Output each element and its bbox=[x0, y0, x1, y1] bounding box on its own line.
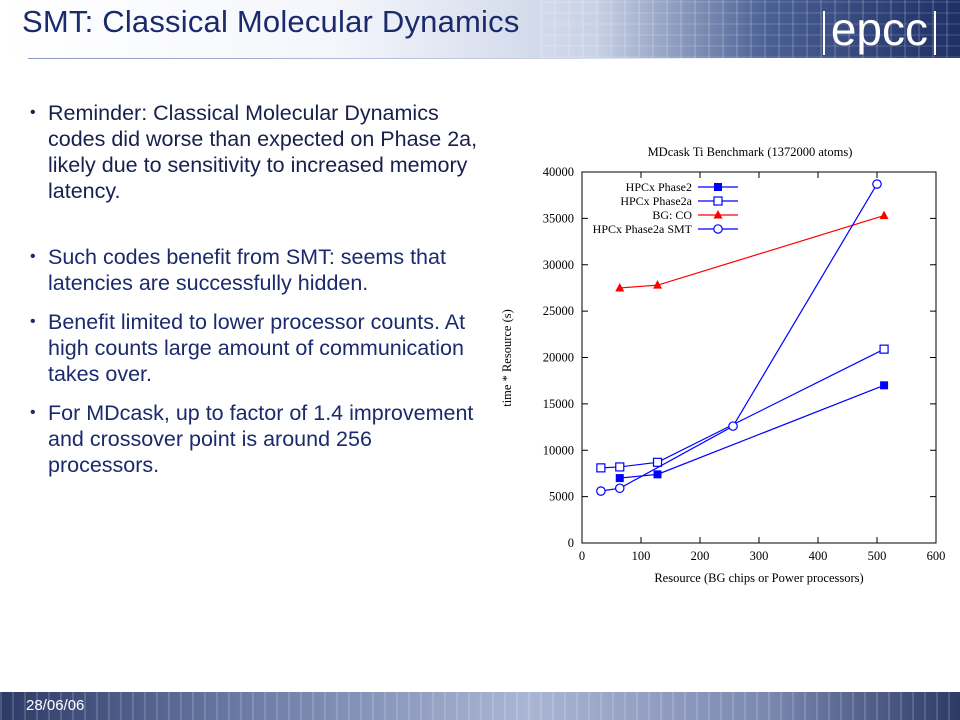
x-tick-label: 500 bbox=[868, 549, 887, 563]
bullet-text: Such codes benefit from SMT: seems that … bbox=[48, 245, 446, 295]
data-point bbox=[615, 474, 624, 483]
logo-bar-right bbox=[934, 10, 936, 55]
series-line bbox=[600, 348, 885, 469]
bullet-list: • Reminder: Classical Molecular Dynamics … bbox=[30, 100, 480, 491]
chart-plot-area bbox=[596, 179, 889, 496]
bullet-item: • Benefit limited to lower processor coun… bbox=[30, 309, 480, 387]
logo-text: epcc bbox=[830, 3, 928, 55]
chart-svg: MDcask Ti Benchmark (1372000 atoms) 0 100… bbox=[500, 145, 946, 585]
bullet-dot-icon: • bbox=[30, 104, 36, 121]
chart-title: MDcask Ti Benchmark (1372000 atoms) bbox=[648, 145, 853, 159]
data-point bbox=[653, 470, 662, 479]
slide-date: 28/06/06 bbox=[26, 697, 85, 714]
logo-bar-left bbox=[822, 10, 825, 55]
y-tick-label: 25000 bbox=[543, 304, 574, 318]
data-point bbox=[615, 282, 625, 292]
y-tick-label: 35000 bbox=[543, 211, 574, 225]
legend-label: HPCx Phase2a bbox=[620, 194, 692, 208]
x-tick-label: 200 bbox=[691, 549, 710, 563]
bullet-text: Benefit limited to lower processor count… bbox=[48, 310, 466, 386]
epcc-logo: epcc bbox=[817, 2, 942, 56]
x-tick-label: 0 bbox=[579, 549, 585, 563]
data-point bbox=[596, 486, 606, 496]
y-tick-label: 40000 bbox=[543, 165, 574, 179]
y-axis-label: time * Resource (s) bbox=[500, 309, 514, 407]
bullet-dot-icon: • bbox=[30, 404, 36, 421]
x-tick-label: 400 bbox=[809, 549, 828, 563]
chart-axes: 0 100 200 300 400 500 600 0 5000 10000 15000 20000 2… bbox=[543, 165, 946, 563]
y-tick-label: 5000 bbox=[549, 490, 574, 504]
slide-footer: 28/06/06 bbox=[0, 692, 960, 720]
bullet-dot-icon: • bbox=[30, 248, 36, 265]
legend-label: HPCx Phase2 bbox=[626, 180, 692, 194]
data-point bbox=[879, 344, 889, 354]
bullet-text: For MDcask, up to factor of 1.4 improvem… bbox=[48, 401, 474, 477]
data-point bbox=[879, 210, 889, 220]
data-point bbox=[728, 421, 738, 431]
x-tick-label: 100 bbox=[632, 549, 651, 563]
circuit-pattern-decoration bbox=[0, 692, 960, 720]
data-point bbox=[596, 463, 606, 473]
legend-marker bbox=[713, 196, 723, 206]
bullet-item: • Such codes benefit from SMT: seems that… bbox=[30, 244, 480, 296]
series-line bbox=[600, 183, 878, 492]
legend-marker bbox=[713, 210, 723, 219]
legend-marker bbox=[714, 183, 722, 191]
y-tick-label: 10000 bbox=[543, 443, 574, 457]
data-point bbox=[880, 381, 889, 390]
bullet-item: • For MDcask, up to factor of 1.4 improve… bbox=[30, 400, 480, 478]
slide-title: SMT: Classical Molecular Dynamics bbox=[22, 4, 520, 39]
y-tick-label: 30000 bbox=[543, 258, 574, 272]
y-tick-label: 0 bbox=[568, 536, 574, 550]
legend-label: HPCx Phase2a SMT bbox=[593, 222, 693, 236]
y-tick-label: 20000 bbox=[543, 351, 574, 365]
y-tick-label: 15000 bbox=[543, 397, 574, 411]
data-point bbox=[652, 457, 663, 467]
data-point bbox=[614, 483, 625, 494]
bullet-text: Reminder: Classical Molecular Dynamics c… bbox=[48, 101, 478, 203]
x-tick-label: 300 bbox=[750, 549, 769, 563]
benchmark-chart: MDcask Ti Benchmark (1372000 atoms) 0 100… bbox=[498, 136, 956, 592]
data-point bbox=[872, 179, 882, 189]
bullet-item: • Reminder: Classical Molecular Dynamics … bbox=[30, 100, 480, 204]
legend-marker bbox=[713, 224, 723, 234]
x-axis-label: Resource (BG chips or Power processors) bbox=[654, 571, 863, 585]
bullet-dot-icon: • bbox=[30, 313, 36, 330]
data-point bbox=[653, 280, 663, 289]
data-point bbox=[615, 462, 625, 472]
legend-label: BG: CO bbox=[652, 208, 692, 222]
x-tick-label: 600 bbox=[927, 549, 946, 563]
title-underline bbox=[28, 58, 752, 59]
circuit-pattern-decoration bbox=[540, 0, 960, 58]
slide-header: SMT: Classical Molecular Dynamics epcc bbox=[0, 0, 960, 58]
